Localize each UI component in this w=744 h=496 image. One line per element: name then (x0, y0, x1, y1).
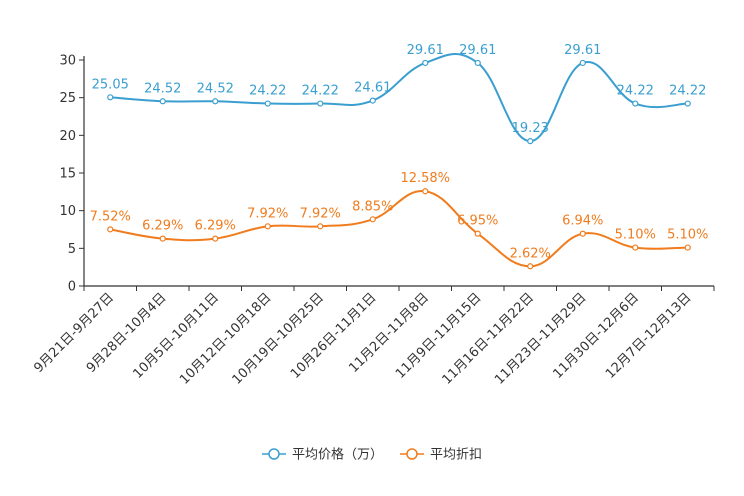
data-point[interactable] (579, 230, 586, 237)
data-label: 29.61 (459, 43, 496, 58)
data-point[interactable] (159, 235, 166, 242)
data-point[interactable] (632, 244, 639, 251)
data-point[interactable] (212, 235, 219, 242)
data-point[interactable] (159, 98, 166, 105)
data-label: 6.29% (142, 219, 183, 234)
data-label: 24.22 (617, 84, 654, 99)
y-tick-label: 15 (59, 167, 76, 182)
series-avg-discount: 7.52% 6.29% 6.29% 7.92% 7.92% 8.85% 12.58% 6.95… (90, 171, 708, 270)
data-point[interactable] (684, 244, 691, 251)
data-label: 5.10% (667, 228, 708, 243)
data-label: 7.52% (90, 209, 131, 224)
data-label: 6.29% (195, 219, 236, 234)
legend-label: 平均折扣 (430, 448, 482, 463)
series-layer: 25.05 24.52 24.52 24.22 24.22 24.61 29.61 29.61… (90, 43, 708, 270)
data-point[interactable] (422, 59, 429, 67)
data-point[interactable] (107, 94, 114, 101)
data-point[interactable] (369, 216, 376, 223)
data-point[interactable] (369, 97, 376, 104)
legend-label: 平均价格（万） (292, 447, 383, 463)
y-tick-label: 20 (59, 129, 76, 144)
legend-item-avg-discount[interactable]: 平均折扣 (400, 448, 482, 463)
y-tick-label: 5 (68, 242, 76, 257)
y-tick-label: 0 (68, 280, 76, 295)
data-label: 7.92% (247, 206, 288, 221)
data-point[interactable] (107, 226, 114, 233)
data-label: 6.94% (562, 214, 603, 229)
data-label: 8.85% (352, 199, 393, 214)
data-label: 24.22 (302, 84, 339, 99)
x-tick-label: 11月23日-11月29日 (492, 290, 589, 387)
data-label: 29.61 (407, 43, 444, 58)
data-label: 24.22 (669, 84, 706, 99)
y-tick-label: 10 (59, 204, 76, 219)
data-label: 19.23 (512, 121, 549, 136)
data-label: 12.58% (400, 171, 450, 186)
data-label: 7.92% (300, 206, 341, 221)
x-tick-label: 10月19日-10月25日 (230, 290, 327, 387)
data-point[interactable] (422, 188, 429, 195)
data-point[interactable] (579, 59, 586, 67)
data-label: 6.95% (457, 214, 498, 229)
y-tick-label: 25 (59, 91, 76, 106)
x-axis: 9月21日-9月27日9月28日-10月4日10月5日-10月11日10月12日… (31, 285, 715, 388)
data-label: 24.61 (354, 81, 391, 96)
series-avg-price: 25.05 24.52 24.52 24.22 24.22 24.61 29.61 29.61… (92, 43, 706, 145)
data-point[interactable] (212, 98, 219, 105)
x-tick-label: 10月12日-10月18日 (177, 290, 274, 387)
legend-marker-icon (268, 448, 280, 460)
y-tick-label: 30 (59, 54, 76, 69)
data-point[interactable] (317, 100, 324, 107)
legend-item-avg-price[interactable]: 平均价格（万） (262, 447, 383, 463)
data-label: 24.22 (249, 84, 286, 99)
data-point[interactable] (527, 138, 534, 145)
data-label: 25.05 (92, 77, 129, 92)
data-point[interactable] (474, 230, 481, 237)
data-label: 29.61 (564, 43, 601, 58)
data-point[interactable] (684, 100, 691, 107)
series-line (110, 53, 688, 143)
data-point[interactable] (632, 100, 639, 107)
data-point[interactable] (317, 223, 324, 230)
legend-marker-icon (406, 448, 418, 460)
data-point[interactable] (264, 223, 271, 230)
legend[interactable]: 平均价格（万） 平均折扣 (262, 447, 482, 463)
data-label: 2.62% (510, 246, 551, 261)
data-point[interactable] (264, 100, 271, 107)
y-axis: 0 5 10 15 20 25 30 (59, 54, 85, 295)
data-label: 24.52 (197, 81, 234, 96)
x-tick-label: 11月16日-11月22日 (440, 290, 537, 387)
data-point[interactable] (527, 263, 534, 270)
data-label: 5.10% (615, 228, 656, 243)
data-label: 24.52 (144, 81, 181, 96)
data-point[interactable] (474, 59, 481, 67)
